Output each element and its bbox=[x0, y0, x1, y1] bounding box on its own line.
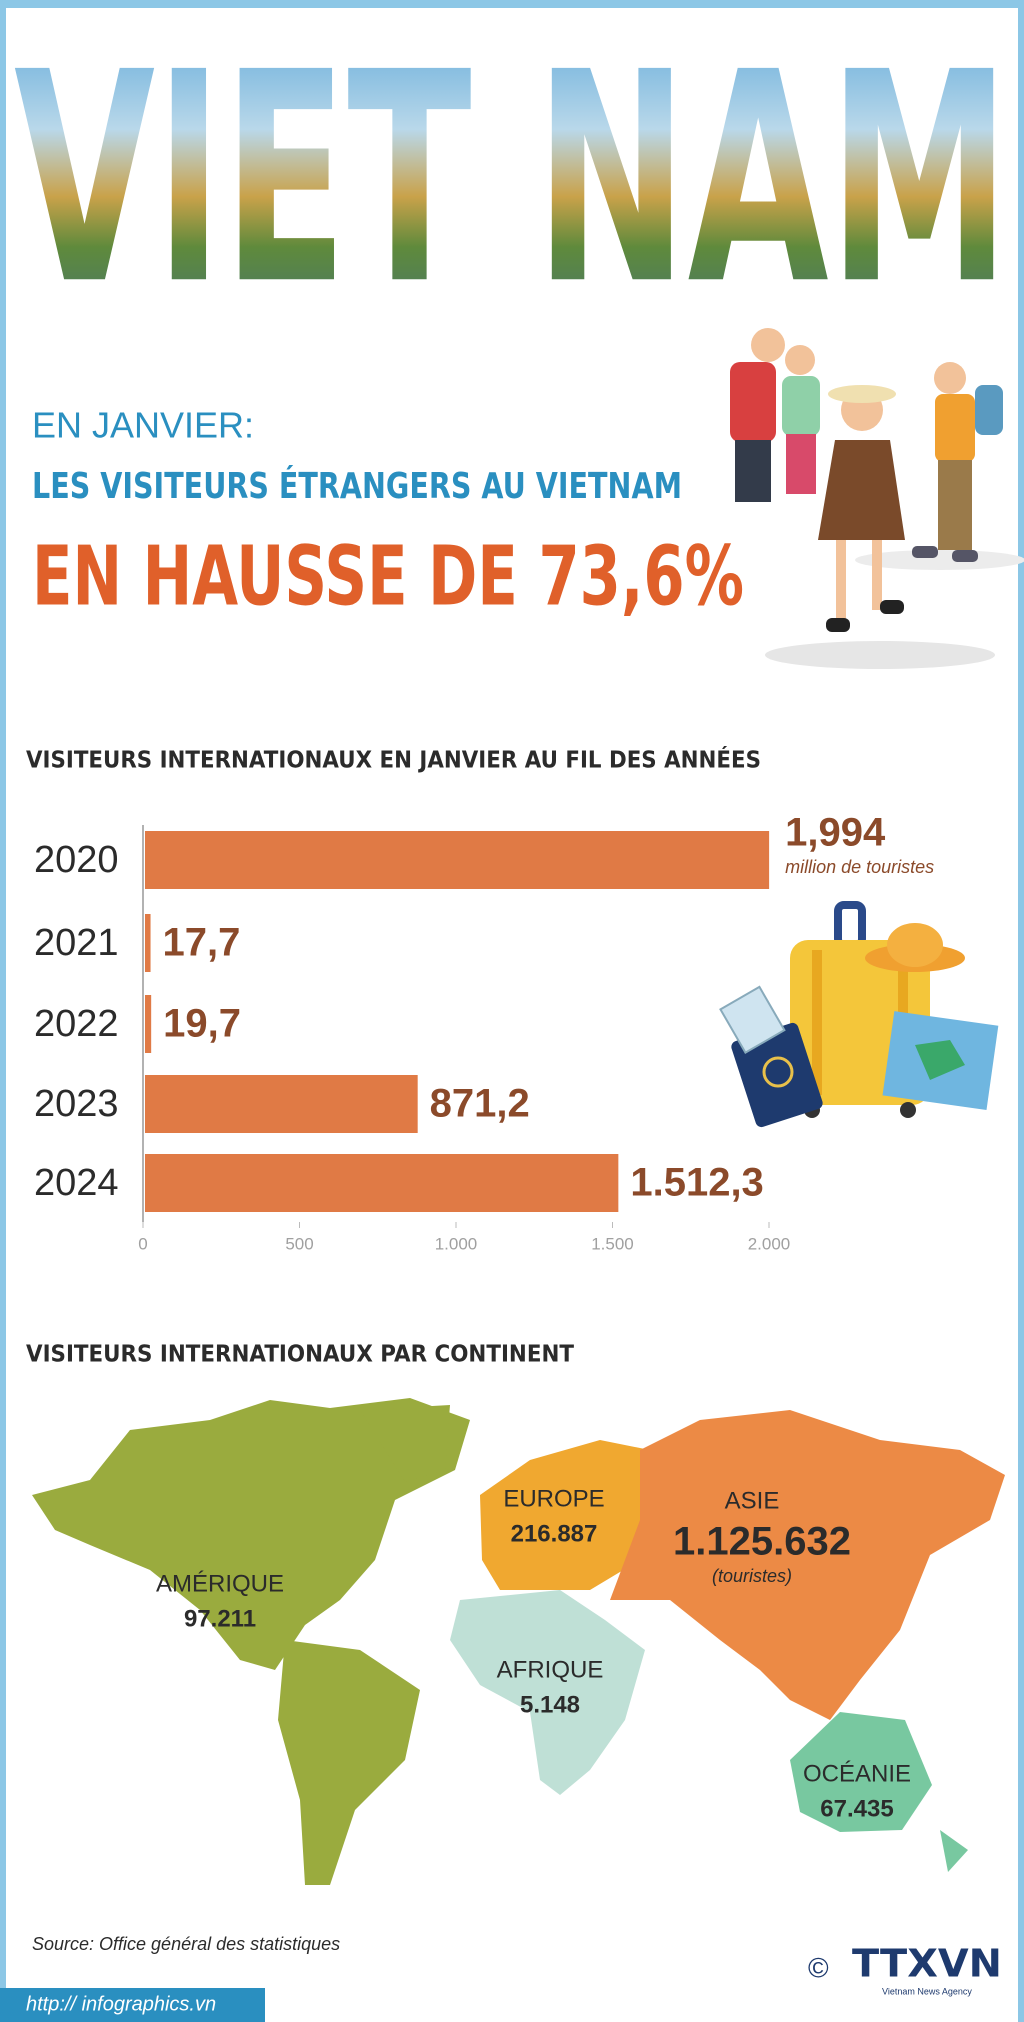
y-tick-label: 2021 bbox=[34, 922, 119, 964]
region-value: 97.211 bbox=[184, 1605, 256, 1632]
region-name: ASIE bbox=[725, 1487, 780, 1514]
brand-subtitle: Vietnam News Agency bbox=[882, 1986, 972, 1996]
y-tick-label: 2022 bbox=[34, 1003, 119, 1045]
hero-title: VIET NAM bbox=[14, 11, 1010, 348]
right-border bbox=[1018, 0, 1024, 2022]
world-map bbox=[32, 1398, 1005, 1885]
continent-oceania bbox=[790, 1712, 932, 1832]
top-border bbox=[0, 0, 1024, 8]
chart-title: VISITEURS INTERNATIONAUX EN JANVIER AU F… bbox=[26, 746, 761, 774]
continent-asia bbox=[610, 1410, 1005, 1720]
headline: LES VISITEURS ÉTRANGERS AU VIETNAM bbox=[32, 465, 682, 507]
y-tick-label: 2023 bbox=[34, 1083, 119, 1125]
continent-america-south bbox=[278, 1640, 420, 1885]
source: Source: Office général des statistiques bbox=[32, 1934, 340, 1954]
value-label: 1,994 bbox=[785, 811, 886, 855]
x-tick-label: 0 bbox=[138, 1234, 147, 1253]
region-name: AFRIQUE bbox=[497, 1656, 604, 1683]
bar bbox=[145, 1075, 418, 1133]
map-title: VISITEURS INTERNATIONAUX PAR CONTINENT bbox=[26, 1342, 574, 1368]
x-tick-label: 500 bbox=[285, 1234, 313, 1253]
brand: TTXVN bbox=[852, 1942, 1002, 1986]
value-label: 1.512,3 bbox=[630, 1161, 763, 1205]
url-banner bbox=[0, 1988, 265, 2022]
bar bbox=[145, 914, 151, 972]
unit-note: million de touristes bbox=[785, 857, 934, 877]
region-value: 216.887 bbox=[511, 1520, 598, 1547]
y-tick-label: 2020 bbox=[34, 839, 119, 881]
bar bbox=[145, 1154, 619, 1212]
tourists-illustration bbox=[730, 328, 1024, 669]
left-border bbox=[0, 0, 6, 2022]
copyright: © bbox=[808, 1952, 829, 1983]
region-value: 1.125.632 bbox=[673, 1520, 851, 1564]
region-value: 5.148 bbox=[520, 1691, 580, 1718]
continent-new-zealand bbox=[940, 1830, 968, 1872]
region-name: AMÉRIQUE bbox=[156, 1570, 284, 1597]
x-tick-label: 2.000 bbox=[748, 1234, 791, 1253]
kicker: EN JANVIER: bbox=[32, 405, 254, 446]
value-label: 17,7 bbox=[163, 921, 241, 965]
region-name: OCÉANIE bbox=[803, 1760, 911, 1787]
bar bbox=[145, 831, 770, 889]
highlight: EN HAUSSE DE 73,6% bbox=[32, 529, 744, 624]
value-label: 871,2 bbox=[430, 1082, 530, 1126]
continent-europe bbox=[480, 1440, 665, 1590]
region-value: 67.435 bbox=[820, 1795, 893, 1822]
bar bbox=[145, 995, 152, 1053]
continent-africa bbox=[450, 1590, 645, 1795]
y-tick-label: 2024 bbox=[34, 1162, 119, 1204]
region-name: EUROPE bbox=[503, 1485, 604, 1512]
url: http:// infographics.vn bbox=[26, 1993, 216, 2015]
luggage-illustration bbox=[719, 901, 999, 1128]
value-label: 19,7 bbox=[163, 1002, 241, 1046]
continent-america-north bbox=[32, 1398, 470, 1670]
region-unit-note: (touristes) bbox=[712, 1566, 792, 1586]
x-tick-label: 1.000 bbox=[435, 1234, 478, 1253]
continent-greenland bbox=[360, 1405, 450, 1482]
x-tick-label: 1.500 bbox=[591, 1234, 634, 1253]
